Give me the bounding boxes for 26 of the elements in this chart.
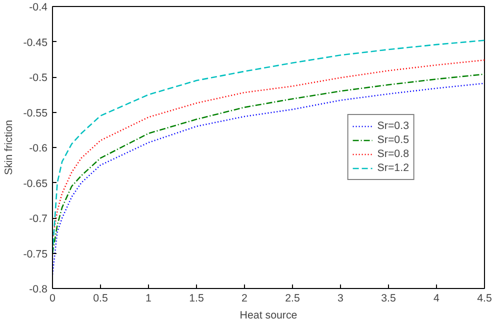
- x-tick-label: 3.5: [381, 292, 396, 304]
- y-tick-label: -0.4: [29, 2, 48, 14]
- x-tick-label: 0.5: [93, 292, 108, 304]
- y-tick-label: -0.55: [23, 107, 48, 120]
- y-axis-title: Skin friction: [3, 120, 16, 176]
- y-tick-label: -0.45: [23, 36, 48, 49]
- y-tick-label: -0.6: [29, 142, 48, 154]
- x-tick-label: 1: [146, 292, 152, 304]
- y-tick-label: -0.5: [29, 72, 48, 84]
- x-tick-label: 2.5: [285, 292, 300, 304]
- line-series: [52, 40, 484, 254]
- y-tick-label: -0.7: [29, 213, 48, 225]
- x-tick-label: 1.5: [189, 292, 204, 304]
- x-tick-label: 4.5: [477, 292, 492, 304]
- x-tick-label: 4: [434, 292, 440, 304]
- legend-label: Sr=0.5: [377, 133, 409, 147]
- y-tick-label: -0.8: [29, 284, 48, 296]
- y-tick-label: -0.65: [23, 178, 48, 190]
- x-axis-title: Heat source: [240, 310, 298, 322]
- x-tick-label: 2: [242, 292, 248, 304]
- y-tick-label: -0.75: [23, 248, 48, 260]
- legend-label: Sr=1.2: [377, 161, 409, 175]
- x-tick-label: 0: [50, 292, 56, 304]
- x-tick-label: 3: [338, 292, 344, 304]
- legend-label: Sr=0.3: [377, 119, 409, 133]
- legend-label: Sr=0.8: [377, 147, 409, 161]
